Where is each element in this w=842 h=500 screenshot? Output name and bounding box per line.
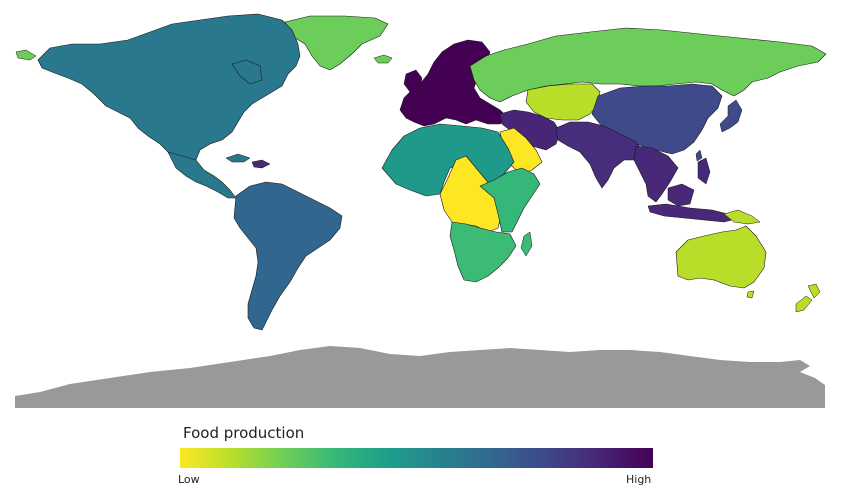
region-borneo[interactable] — [667, 183, 695, 207]
region-central-asia[interactable] — [525, 83, 601, 121]
region-alaska-west[interactable] — [15, 49, 37, 61]
region-south-america[interactable] — [233, 181, 343, 331]
region-philippines[interactable] — [697, 157, 711, 185]
region-madagascar[interactable] — [520, 231, 533, 257]
region-greenland[interactable] — [284, 15, 389, 71]
legend-title: Food production — [183, 424, 305, 442]
legend-high-label: High — [626, 473, 652, 486]
legend-low-label: Low — [178, 473, 200, 486]
region-north-america[interactable] — [37, 13, 301, 169]
region-british-isles[interactable] — [403, 69, 423, 93]
region-japan[interactable] — [719, 99, 743, 133]
region-antarctica[interactable] — [15, 346, 825, 408]
region-southern-africa[interactable] — [449, 221, 517, 283]
region-indonesia[interactable] — [647, 203, 741, 223]
region-south-asia[interactable] — [555, 121, 645, 189]
legend-colorbar — [180, 448, 653, 468]
region-hispaniola[interactable] — [251, 159, 271, 169]
region-taiwan[interactable] — [695, 149, 703, 162]
region-new-zealand[interactable] — [807, 283, 821, 299]
region-central-america[interactable] — [167, 151, 237, 199]
region-cuba[interactable] — [225, 153, 251, 163]
region-tasmania[interactable] — [746, 290, 755, 299]
region-iceland[interactable] — [373, 54, 393, 64]
region-papua-new-guinea[interactable] — [723, 209, 761, 225]
region-australia[interactable] — [675, 225, 767, 289]
region-new-zealand-south[interactable] — [795, 295, 813, 313]
region-southeast-asia[interactable] — [633, 145, 679, 203]
region-east-africa[interactable] — [479, 167, 541, 233]
world-choropleth-map — [15, 13, 827, 408]
